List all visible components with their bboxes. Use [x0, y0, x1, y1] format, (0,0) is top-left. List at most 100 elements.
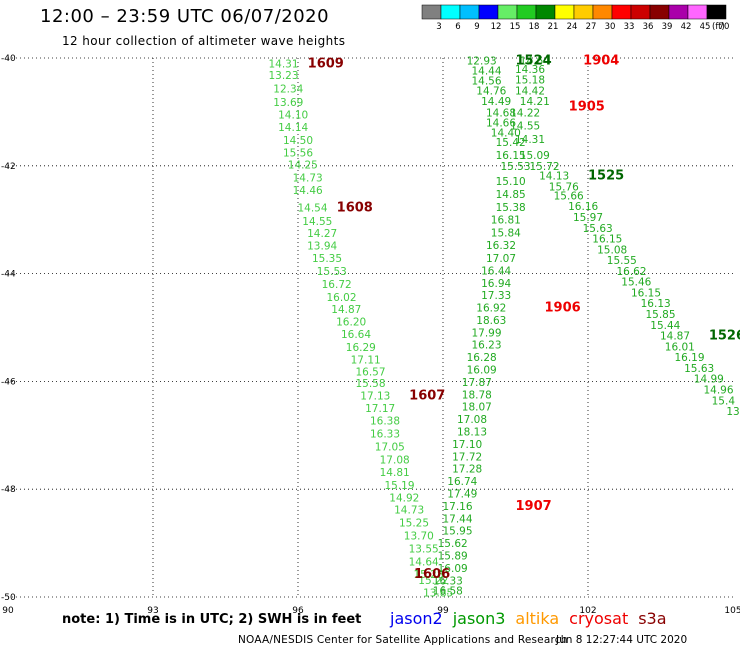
wave-height-value: 16.13: [641, 298, 671, 310]
wave-height-value: 17.07: [486, 253, 516, 265]
colorbar-unit: (ft): [712, 22, 725, 32]
pass-time-label: 1907: [516, 499, 552, 514]
wave-height-value: 12.34: [273, 84, 303, 96]
lat-tick-label: -42: [1, 162, 16, 172]
wave-height-value: 14.87: [660, 331, 690, 343]
satellite-legend-item: jason2: [390, 609, 443, 628]
wave-height-value: 15.44: [650, 320, 680, 332]
wave-height-value: 14.54: [297, 202, 327, 214]
wave-height-value: 16.19: [674, 352, 704, 364]
wave-height-value: 16.72: [322, 279, 352, 291]
note-text: note: 1) Time is in UTC; 2) SWH is in fe…: [62, 612, 362, 627]
wave-height-value: 17.44: [442, 513, 472, 525]
pass-time-label: 1905: [569, 100, 605, 115]
colorbar-tick-label: 30: [604, 22, 616, 32]
wave-height-value: 15.53: [500, 161, 530, 173]
wave-height-value: 16.09: [438, 563, 468, 575]
wave-height-value: 14.92: [389, 492, 419, 504]
wave-height-value: 15.46: [621, 277, 651, 289]
wave-height-value: 15.66: [554, 190, 584, 202]
wave-height-value: 14.76: [476, 85, 506, 97]
wave-height-value: 15.97: [573, 212, 603, 224]
colorbar-tick-label: 36: [642, 22, 654, 32]
wave-height-value: 16.32: [486, 240, 516, 252]
wave-height-value: 14.44: [471, 65, 501, 77]
wave-height-value: 13.94: [307, 241, 337, 253]
wave-height-value: 14.56: [471, 76, 501, 88]
wave-height-value: 15.4: [712, 395, 736, 407]
wave-height-value: 15.63: [583, 223, 613, 235]
wave-height-value: 17.11: [351, 354, 381, 366]
wave-height-value: 16.15: [631, 287, 661, 299]
wave-height-value: 17.13: [360, 390, 390, 402]
lat-tick-label: -40: [1, 54, 16, 64]
wave-height-value: 14.31: [515, 134, 545, 146]
colorbar-tick-label: 12: [490, 22, 502, 32]
wave-height-value: 15.10: [496, 176, 526, 188]
wave-height-value: 16.01: [665, 341, 695, 353]
wave-height-value: 17.72: [452, 451, 482, 463]
satellite-legend-item: cryosat: [569, 609, 629, 628]
wave-height-value: 15.95: [442, 526, 472, 538]
wave-height-value: 16.15: [592, 234, 622, 246]
lon-tick-label: 105: [724, 606, 740, 616]
footer-timestamp: Jun 8 12:27:44 UTC 2020: [556, 634, 688, 646]
wave-height-value: 14.42: [515, 85, 545, 97]
wave-height-value: 12.93: [467, 56, 497, 68]
wave-height-value: 16.64: [341, 329, 371, 341]
wave-height-value: 15.18: [515, 75, 545, 87]
wave-height-value: 17.99: [471, 327, 501, 339]
wave-height-value: 16.20: [336, 317, 366, 329]
lat-tick-label: -44: [1, 270, 16, 280]
wave-height-value: 15.62: [438, 538, 468, 550]
wave-height-value: 14.21: [520, 96, 550, 108]
colorbar-tick-label: 9: [474, 22, 480, 32]
wave-height-value: 17.49: [447, 489, 477, 501]
wave-height-value: 16.92: [476, 303, 506, 315]
wave-height-value: 14.55: [302, 216, 332, 228]
wave-height-value: 18.13: [457, 427, 487, 439]
wave-height-value: 14.27: [307, 228, 337, 240]
pass-time-label: 1524: [516, 54, 552, 69]
wave-height-value: 14.31: [268, 58, 298, 70]
wave-height-value: 14.10: [278, 110, 308, 122]
wave-height-value: 17.05: [375, 442, 405, 454]
colorbar-tick-label: 70: [718, 22, 730, 32]
wave-height-value: 16.44: [481, 265, 511, 277]
wave-height-value: 15.42: [496, 137, 526, 149]
colorbar-tick-label: 42: [680, 22, 692, 32]
pass-time-label: 1606: [414, 567, 450, 582]
wave-height-value: 14.64: [409, 556, 439, 568]
wave-height-value: 15.55: [607, 255, 637, 267]
wave-height-value: 13: [726, 406, 739, 418]
satellite-legend-item: jason3: [452, 609, 506, 628]
wave-height-value: 15.76: [549, 181, 579, 193]
pass-time-label: 1904: [583, 54, 619, 69]
wave-height-value: 14.81: [380, 467, 410, 479]
wave-height-value: 14.85: [496, 189, 526, 201]
wave-height-value: 16.33: [433, 575, 463, 587]
colorbar-tick-label: 39: [661, 22, 673, 32]
wave-height-value: 17.33: [481, 290, 511, 302]
lon-tick-label: 96: [292, 606, 304, 616]
wave-height-value: 15.22: [418, 575, 448, 587]
wave-height-value: 16.28: [467, 352, 497, 364]
wave-height-value: 13.85: [423, 588, 453, 600]
colorbar-tick-label: 33: [623, 22, 635, 32]
wave-height-value: 15.19: [384, 480, 414, 492]
wave-height-value: 15.28: [413, 569, 443, 581]
wave-height-value: 14.66: [486, 118, 516, 130]
wave-height-value: 15.09: [520, 150, 550, 162]
wave-height-value: 17.28: [452, 464, 482, 476]
wave-height-value: 13.23: [268, 70, 298, 82]
colorbar: [421, 4, 727, 20]
wave-height-value: 17.08: [380, 455, 410, 467]
wave-height-value: 14.73: [293, 173, 323, 185]
satellite-legend-item: altika: [515, 609, 560, 628]
wave-height-value: 16.62: [616, 266, 646, 278]
wave-height-value: 18.78: [462, 389, 492, 401]
wave-height-value: 14.14: [278, 122, 308, 134]
wave-height-value: 14.68: [486, 107, 516, 119]
lon-tick-label: 99: [437, 606, 449, 616]
wave-height-value: 15.08: [597, 244, 627, 256]
